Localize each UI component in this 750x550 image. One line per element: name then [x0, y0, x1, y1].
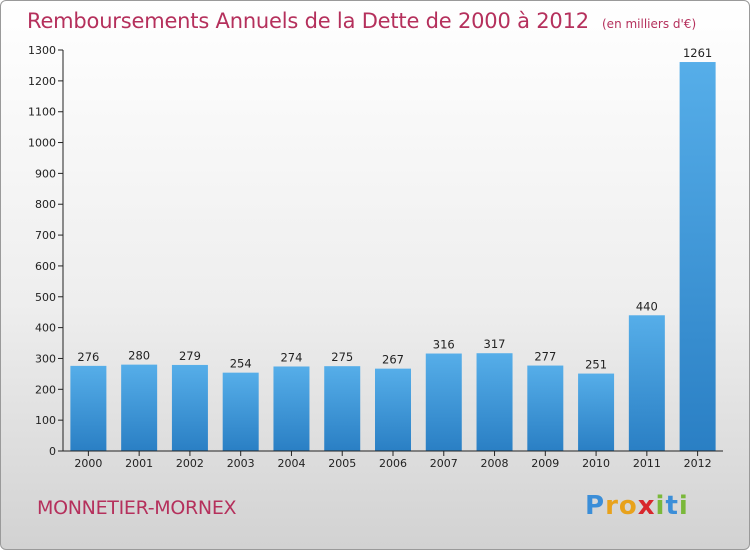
bar-value-label: 274	[280, 350, 302, 364]
bar-value-label: 316	[433, 338, 455, 352]
bar	[70, 365, 107, 451]
y-tick-label: 1200	[28, 75, 56, 88]
y-tick-label: 1300	[28, 44, 56, 57]
x-tick-label: 2010	[582, 457, 610, 470]
bar	[679, 62, 716, 451]
y-tick-label: 700	[35, 229, 56, 242]
bar-value-label: 277	[534, 350, 556, 364]
y-tick-label: 1100	[28, 106, 56, 119]
x-tick-label: 2011	[633, 457, 661, 470]
y-tick-label: 1000	[28, 137, 56, 150]
proxiti-logo: Proxiti	[585, 491, 689, 521]
chart-title: Remboursements Annuels de la Dette de 20…	[27, 9, 589, 33]
bar-value-label: 440	[636, 299, 658, 313]
x-tick-label: 2003	[227, 457, 255, 470]
bar	[527, 365, 564, 451]
bar	[578, 373, 615, 451]
x-tick-label: 2005	[328, 457, 356, 470]
y-tick-label: 100	[35, 414, 56, 427]
x-tick-label: 2004	[277, 457, 305, 470]
y-tick-label: 400	[35, 322, 56, 335]
commune-name: MONNETIER-MORNEX	[37, 497, 237, 519]
x-tick-label: 2000	[74, 457, 102, 470]
bar-value-label: 279	[179, 349, 201, 363]
y-tick-label: 300	[35, 352, 56, 365]
y-axis: 0 100 200 300 400 500 600 700 800 900 1000 1100 1200…	[28, 44, 64, 458]
bar-value-label: 267	[382, 353, 404, 367]
bar	[628, 315, 665, 451]
logo-letter: t	[665, 491, 679, 521]
x-tick-label: 2006	[379, 457, 407, 470]
y-tick-label: 200	[35, 383, 56, 396]
bar	[273, 366, 310, 451]
bar	[324, 366, 361, 451]
bar-value-label: 276	[77, 350, 99, 364]
bar-value-label: 254	[230, 357, 252, 371]
logo-letter: x	[637, 491, 656, 521]
bar	[425, 353, 462, 451]
x-axis: 2000 2001 2002 2003 2004 2005 2006 2007 2008 2009…	[63, 450, 723, 470]
logo-letter: i	[655, 491, 666, 521]
logo-letter: o	[618, 491, 638, 521]
bar-value-label: 317	[484, 337, 506, 351]
chart-units: (en milliers d'€)	[602, 17, 697, 31]
logo-letter: r	[605, 491, 619, 521]
bar	[375, 368, 411, 451]
x-tick-label: 2008	[481, 457, 509, 470]
y-tick-label: 500	[35, 291, 56, 304]
logo-letter: P	[585, 491, 606, 521]
x-tick-label: 2007	[430, 457, 458, 470]
bar	[222, 372, 259, 451]
chart-title-row: Remboursements Annuels de la Dette de 20…	[27, 9, 696, 33]
bars: 276 280 279 254 274 275 267 316 317 277 251 440 1261	[70, 46, 716, 451]
y-tick-label: 0	[49, 445, 56, 458]
y-tick-label: 800	[35, 198, 56, 211]
bar	[476, 353, 513, 451]
x-tick-label: 2009	[531, 457, 559, 470]
bar	[121, 364, 158, 451]
logo-letter: i	[678, 491, 689, 521]
bar	[171, 364, 208, 451]
bar-value-label: 275	[331, 350, 353, 364]
bar-value-label: 1261	[683, 46, 712, 60]
bar-value-label: 280	[128, 349, 150, 363]
y-tick-label: 600	[35, 260, 56, 273]
x-tick-label: 2002	[176, 457, 204, 470]
bar-value-label: 251	[585, 358, 607, 372]
x-tick-label: 2012	[684, 457, 712, 470]
x-tick-label: 2001	[125, 457, 153, 470]
y-tick-label: 900	[35, 167, 56, 180]
